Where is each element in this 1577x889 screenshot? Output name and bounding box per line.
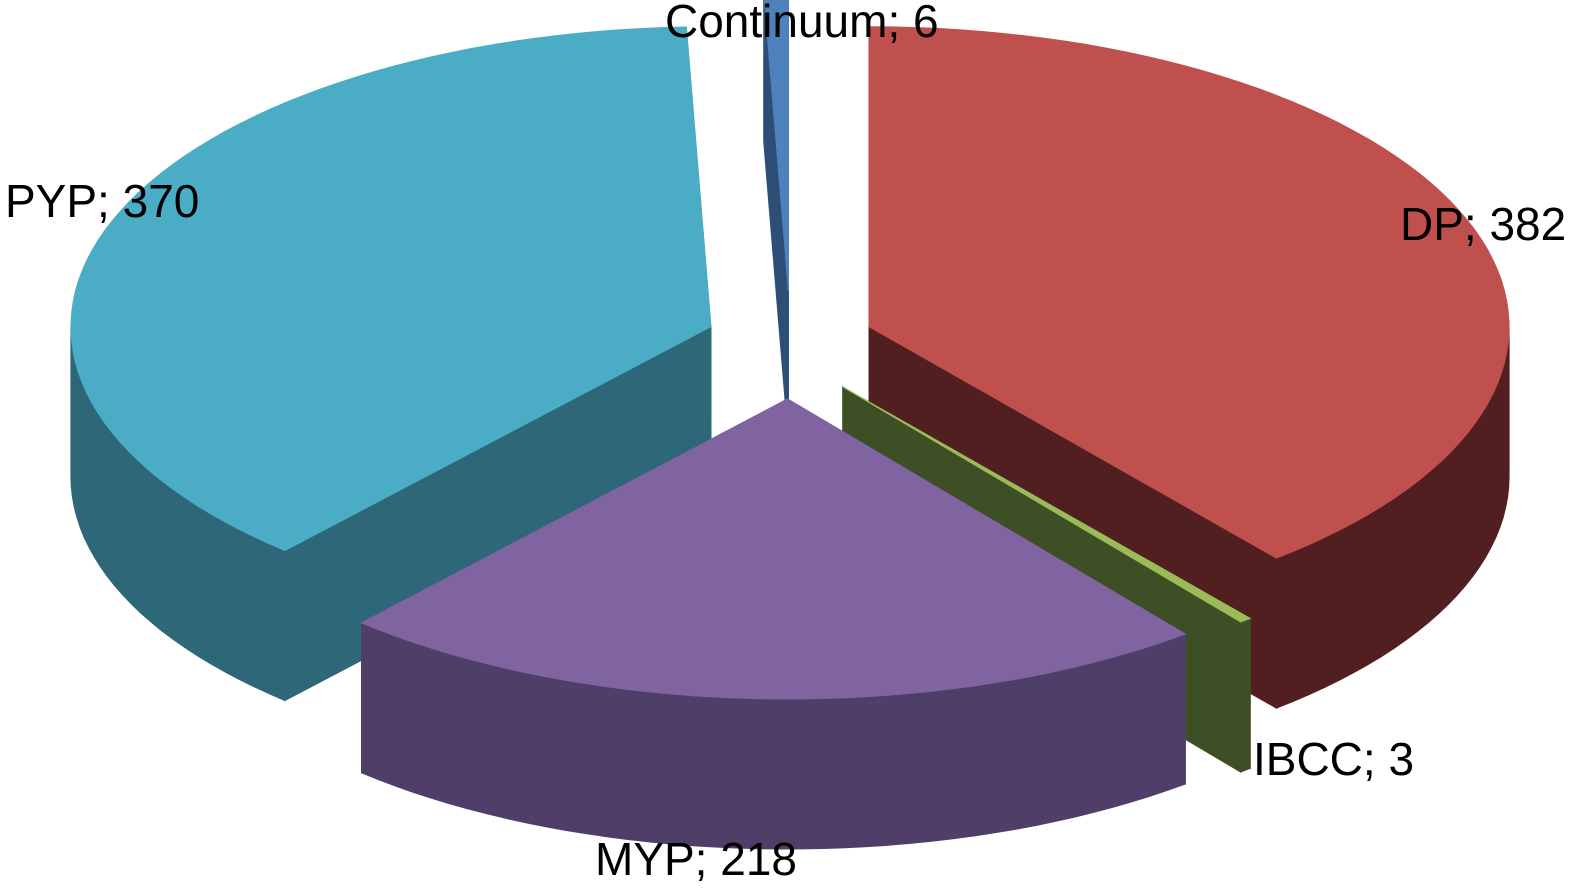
- label-dp: DP; 382: [1400, 198, 1566, 250]
- pie-labels: DP; 382 IBCC; 3 MYP; 218 PYP; 370 Contin…: [5, 0, 1566, 885]
- pie-slices: [70, 0, 1510, 850]
- label-ibcc: IBCC; 3: [1253, 733, 1414, 785]
- slice-myp-top: [360, 398, 1187, 700]
- label-myp: MYP; 218: [595, 833, 797, 885]
- slice-pyp-top: [70, 26, 712, 552]
- slice-myp: [360, 398, 1187, 850]
- slice-ibcc-top: [842, 386, 1252, 623]
- slice-continuum-top: [763, 0, 789, 292]
- slice-ibcc-rim: [1240, 617, 1251, 773]
- label-pyp: PYP; 370: [5, 175, 199, 227]
- label-continuum: Continuum; 6: [665, 0, 939, 47]
- slice-dp-top: [868, 26, 1510, 559]
- slice-continuum: [763, 0, 789, 442]
